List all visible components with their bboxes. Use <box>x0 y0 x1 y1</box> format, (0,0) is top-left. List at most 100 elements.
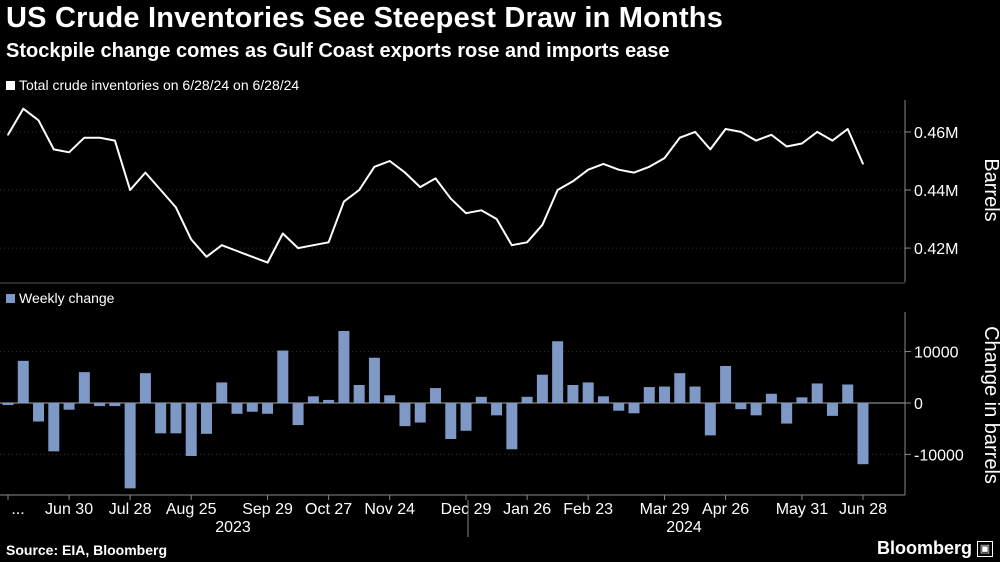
x-tick-label: Jun 30 <box>45 501 93 518</box>
x-tick-label: Jun 28 <box>839 501 887 518</box>
weekly-change-bar <box>33 403 45 422</box>
x-tick-label: Feb 23 <box>563 501 613 518</box>
inventory-point <box>190 238 193 241</box>
inventory-point <box>648 165 651 168</box>
weekly-change-bar <box>155 403 167 434</box>
weekly-change-bar <box>139 373 151 403</box>
inventory-point <box>633 171 635 174</box>
inventory-point <box>343 200 345 203</box>
inventory-point <box>404 171 406 174</box>
inventory-point <box>709 148 712 151</box>
weekly-change-bar <box>704 403 716 436</box>
inventory-point <box>862 163 864 165</box>
weekly-change-bar <box>124 403 136 489</box>
year-label-2023: 2023 <box>215 519 251 536</box>
inventory-point <box>251 255 254 258</box>
weekly-change-bar <box>567 385 579 403</box>
inventory-point <box>724 128 727 130</box>
inventory-point <box>587 168 589 171</box>
weekly-change-bar <box>628 403 640 414</box>
x-tick-label: ... <box>11 501 24 518</box>
inventory-point <box>694 131 696 133</box>
weekly-change-bar <box>231 403 243 414</box>
weekly-change-bar <box>659 386 671 403</box>
inventory-point <box>785 145 788 148</box>
weekly-change-bar <box>307 396 319 403</box>
weekly-change-bar <box>277 350 289 403</box>
inventory-point <box>22 107 25 110</box>
weekly-change-bar <box>338 331 350 403</box>
inventory-point <box>846 128 849 130</box>
weekly-change-bar <box>674 373 686 403</box>
weekly-change-bar <box>445 403 457 439</box>
weekly-change-bar <box>414 403 426 423</box>
weekly-change-bar <box>246 403 258 412</box>
weekly-change-bar <box>353 385 365 403</box>
inventory-point <box>327 241 330 244</box>
line-y-tick-label: 0.42M <box>914 241 958 258</box>
x-ticks: ... Jun 30 Jul 28 Aug 25 Sep 29 Oct 27 Nov 24 D… <box>7 495 887 518</box>
weekly-change-bar <box>597 396 609 403</box>
weekly-change-bar <box>613 403 625 411</box>
weekly-change-bar <box>552 341 564 403</box>
weekly-change-bar <box>262 403 274 414</box>
weekly-change-bar <box>399 403 411 427</box>
inventory-point <box>678 136 681 139</box>
x-tick-label: Sep 29 <box>242 501 293 518</box>
inventory-point <box>663 157 666 159</box>
inventory-point <box>220 244 223 246</box>
inventory-point <box>831 139 834 142</box>
inventory-point <box>175 206 177 209</box>
weekly-change-bar <box>735 403 747 410</box>
weekly-change-bar <box>200 403 212 434</box>
weekly-change-bar <box>430 388 441 403</box>
inventory-point <box>358 189 360 191</box>
x-tick-label: Aug 25 <box>166 501 217 518</box>
chart-subtitle: Stockpile change comes as Gulf Coast exp… <box>6 40 670 62</box>
x-tick-label: Mar 29 <box>640 501 690 518</box>
inventory-point <box>526 241 528 244</box>
weekly-change-bar <box>536 374 548 403</box>
weekly-change-bar <box>826 403 838 416</box>
weekly-change-bar <box>170 403 182 434</box>
inventory-point <box>541 224 544 226</box>
x-tick-label: Jan 26 <box>503 501 551 518</box>
x-tick-label: Jul 28 <box>109 501 152 518</box>
weekly-change-bar <box>521 396 533 403</box>
year-label-2024: 2024 <box>666 519 702 536</box>
bloomberg-logo: Bloomberg <box>876 538 972 558</box>
weekly-change-bar <box>857 403 869 465</box>
x-tick-label: May 31 <box>776 501 829 518</box>
line-legend: Total crude inventories on 6/28/24 on 6/… <box>6 77 299 93</box>
inventory-point <box>7 134 9 136</box>
weekly-change-bar <box>216 382 228 403</box>
bar-legend-swatch <box>6 293 15 303</box>
weekly-change-bar <box>384 395 396 403</box>
weekly-change-bar <box>48 403 60 452</box>
inventory-point <box>449 197 452 200</box>
line-gridlines <box>0 131 905 249</box>
weekly-change-bar <box>582 382 594 403</box>
inventory-point <box>53 148 55 151</box>
inventory-point <box>480 209 483 212</box>
x-tick-label: Nov 24 <box>364 501 415 518</box>
bar-series <box>2 331 869 489</box>
weekly-change-bar <box>811 383 823 403</box>
weekly-change-bar <box>506 403 518 450</box>
bloomberg-logo-icon: ▣ <box>977 541 993 557</box>
inventory-point <box>159 189 162 191</box>
inventory-point <box>266 261 269 264</box>
weekly-change-bar <box>323 399 335 403</box>
weekly-change-bar <box>765 393 777 403</box>
line-y-tick-label: 0.46M <box>914 125 958 142</box>
x-tick-label: Dec 29 <box>441 501 492 518</box>
inventory-point <box>83 136 86 139</box>
bar-y-tick-label: 0 <box>914 396 923 413</box>
x-tick-label: Oct 27 <box>305 501 352 518</box>
inventory-point <box>129 189 131 191</box>
inventory-point <box>511 244 513 246</box>
inventory-point <box>373 165 376 168</box>
inventory-point <box>572 180 574 183</box>
inventory-point <box>98 136 101 139</box>
weekly-change-bar <box>750 403 762 416</box>
